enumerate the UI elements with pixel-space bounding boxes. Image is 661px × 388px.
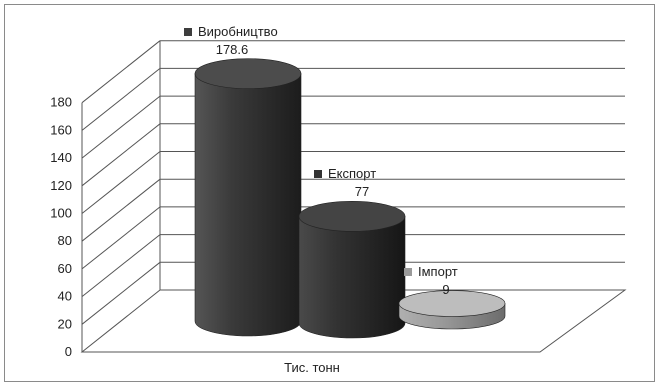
bar-top <box>298 201 406 232</box>
gridline-side <box>81 40 161 104</box>
gridline-side <box>81 206 161 270</box>
y-tick-label: 60 <box>58 261 72 276</box>
gridline-side <box>81 178 161 242</box>
bar-top <box>194 58 302 89</box>
y-tick-label: 40 <box>58 289 72 304</box>
y-tick-label: 140 <box>50 150 72 165</box>
y-tick-label: 120 <box>50 178 72 193</box>
gridline-side <box>81 151 161 214</box>
category-label: Експорт <box>328 166 376 181</box>
series-marker <box>314 170 322 178</box>
bar-cylinder <box>194 58 302 337</box>
gridline-side <box>81 95 161 159</box>
series-marker <box>184 28 192 36</box>
data-label: 77 <box>355 184 369 199</box>
bar-body <box>194 73 302 337</box>
data-label: 9 <box>442 282 449 297</box>
gridline-side <box>81 68 161 131</box>
series-marker <box>404 268 412 276</box>
y-tick-label: 0 <box>65 344 72 359</box>
bar-top <box>398 290 506 317</box>
bar-body <box>298 216 406 339</box>
category-label: Виробництво <box>198 24 278 39</box>
bar-cylinder <box>398 290 506 330</box>
y-tick-label: 20 <box>58 316 72 331</box>
gridline-side <box>81 234 161 297</box>
y-tick-label: 160 <box>50 122 72 137</box>
bar-cylinder <box>298 201 406 339</box>
y-tick-label: 180 <box>50 95 72 110</box>
x-axis-label: Тис. тонн <box>284 360 340 375</box>
category-label: Імпорт <box>418 264 458 279</box>
gridline-side <box>81 261 161 325</box>
y-tick-label: 80 <box>58 233 72 248</box>
floor-plane <box>80 289 627 353</box>
data-label: 178.6 <box>216 42 249 57</box>
y-tick-label: 100 <box>50 206 72 221</box>
gridline-side <box>81 123 161 187</box>
